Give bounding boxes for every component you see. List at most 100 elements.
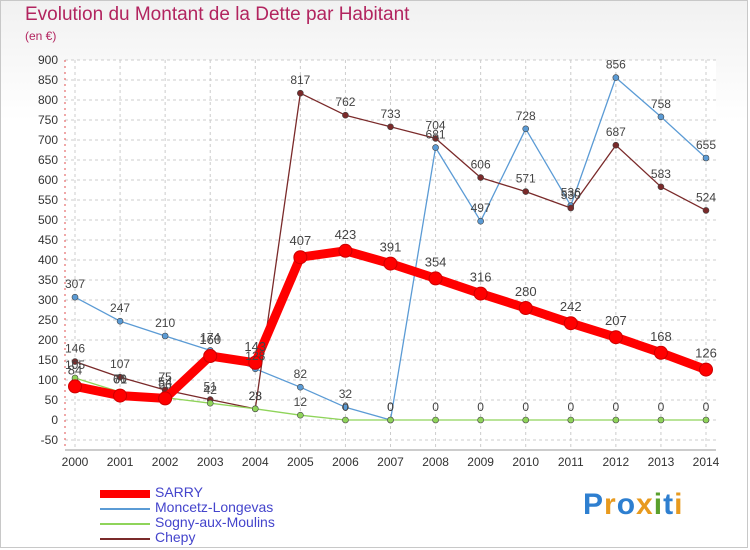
data-label-sogny-aux-moulins: 42 (204, 383, 218, 397)
legend-label-sarry: SARRY (155, 484, 203, 500)
data-label-sogny-aux-moulins: 0 (387, 400, 394, 414)
point-sogny-aux-moulins (342, 416, 349, 424)
x-tick-label: 2011 (558, 455, 584, 469)
chart-subtitle: (en €) (25, 29, 57, 43)
data-label-chepy: 704 (426, 118, 446, 132)
point-sogny-aux-moulins (702, 416, 710, 424)
data-label-chepy: 524 (696, 190, 716, 204)
data-label-chepy: 28 (249, 389, 263, 403)
point-chepy (657, 183, 665, 191)
data-label-chepy: 606 (471, 158, 491, 172)
data-label-sarry: 407 (290, 233, 312, 248)
data-label-sogny-aux-moulins: 0 (342, 400, 349, 414)
point-chepy (612, 141, 620, 149)
y-tick-label: 800 (38, 93, 58, 107)
logo-letter: P (583, 488, 605, 521)
point-sarry (338, 243, 353, 258)
data-label-sarry: 84 (68, 362, 82, 377)
legend-swatch-moncetz-longevas (100, 508, 150, 510)
data-label-moncetz-longevas: 174 (200, 330, 220, 344)
data-label-moncetz-longevas: 128 (245, 349, 265, 363)
x-tick-label: 2002 (152, 455, 179, 469)
point-sogny-aux-moulins (251, 405, 259, 413)
point-sarry (293, 250, 308, 265)
y-tick-label: 600 (38, 173, 58, 187)
point-moncetz-longevas (71, 293, 79, 301)
data-label-sarry: 354 (425, 254, 447, 269)
point-chepy (477, 174, 484, 181)
data-label-chepy: 687 (606, 125, 626, 139)
y-tick-label: 200 (38, 333, 58, 347)
x-tick-label: 2007 (377, 455, 404, 469)
x-tick-label: 2001 (107, 455, 134, 469)
point-sogny-aux-moulins (567, 416, 575, 424)
y-tick-label: 550 (38, 193, 58, 207)
point-sarry (653, 345, 668, 360)
data-label-chepy: 733 (380, 107, 400, 121)
point-sogny-aux-moulins (432, 416, 439, 424)
plot-area (65, 60, 716, 440)
y-tick-label: 500 (38, 213, 58, 227)
data-label-sarry: 61 (113, 372, 127, 387)
point-moncetz-longevas (522, 125, 530, 133)
data-label-sogny-aux-moulins: 70 (113, 372, 127, 386)
data-label-sarry: 168 (650, 329, 672, 344)
x-tick-label: 2013 (648, 455, 675, 469)
x-tick-label: 2006 (332, 455, 359, 469)
y-tick-label: 450 (38, 233, 58, 247)
data-label-sarry: 143 (244, 339, 266, 354)
point-chepy (116, 373, 124, 381)
data-label-chepy: 583 (651, 167, 671, 181)
logo-letter: i (674, 488, 684, 521)
x-tick-label: 2014 (693, 455, 720, 469)
data-label-sarry: 126 (695, 346, 717, 361)
data-label-sogny-aux-moulins: 0 (613, 400, 620, 414)
y-tick-label: 150 (38, 353, 58, 367)
x-tick-label: 2004 (242, 455, 269, 469)
data-label-sogny-aux-moulins: 28 (249, 389, 263, 403)
point-sogny-aux-moulins (477, 416, 484, 424)
proxiti-logo: Proxiti (583, 488, 683, 522)
point-sarry (68, 379, 82, 394)
point-sarry (158, 391, 173, 406)
point-sogny-aux-moulins (206, 399, 214, 407)
point-sogny-aux-moulins (522, 416, 530, 424)
data-label-chepy: 107 (110, 357, 130, 371)
point-chepy (522, 188, 530, 195)
data-label-chepy: 146 (65, 342, 85, 356)
data-label-sogny-aux-moulins: 0 (567, 400, 574, 414)
data-label-sarry: 280 (515, 284, 537, 299)
data-label-sogny-aux-moulins: 0 (703, 400, 710, 414)
axes: -50 0 50 100 150 200 250 300 350 400 450 500 550 600 6… (38, 53, 720, 469)
logo-letter: r (604, 488, 617, 521)
data-label-chepy: 762 (335, 95, 355, 109)
data-label-sarry: 391 (380, 240, 402, 255)
point-moncetz-longevas (342, 403, 349, 411)
logo-letter: i (653, 488, 664, 521)
chart-title: Evolution du Montant de la Dette par Hab… (25, 4, 410, 25)
legend-swatch-chepy (100, 538, 150, 540)
data-label-sogny-aux-moulins: 0 (658, 400, 665, 414)
point-sarry (473, 286, 488, 301)
y-tick-label: 750 (38, 113, 58, 127)
y-tick-label: 650 (38, 153, 58, 167)
point-sarry (248, 355, 263, 370)
y-tick-label: 0 (51, 413, 58, 427)
data-label-moncetz-longevas: 32 (339, 387, 353, 401)
point-moncetz-longevas (116, 317, 124, 325)
data-label-moncetz-longevas: 728 (516, 109, 536, 123)
x-tick-label: 2005 (287, 455, 314, 469)
y-tick-label: 700 (38, 133, 58, 147)
series-lines (68, 74, 713, 424)
logo-letter: o (616, 488, 637, 521)
data-label-sarry: 316 (470, 270, 492, 285)
data-label-sogny-aux-moulins: 12 (294, 395, 308, 409)
data-label-sarry: 423 (335, 227, 357, 242)
x-tick-label: 2008 (422, 455, 449, 469)
data-label-sogny-aux-moulins: 105 (65, 358, 85, 372)
point-chepy (702, 207, 710, 214)
data-label-moncetz-longevas: 681 (426, 128, 446, 142)
point-sarry (203, 349, 218, 363)
y-tick-label: 850 (38, 73, 58, 87)
